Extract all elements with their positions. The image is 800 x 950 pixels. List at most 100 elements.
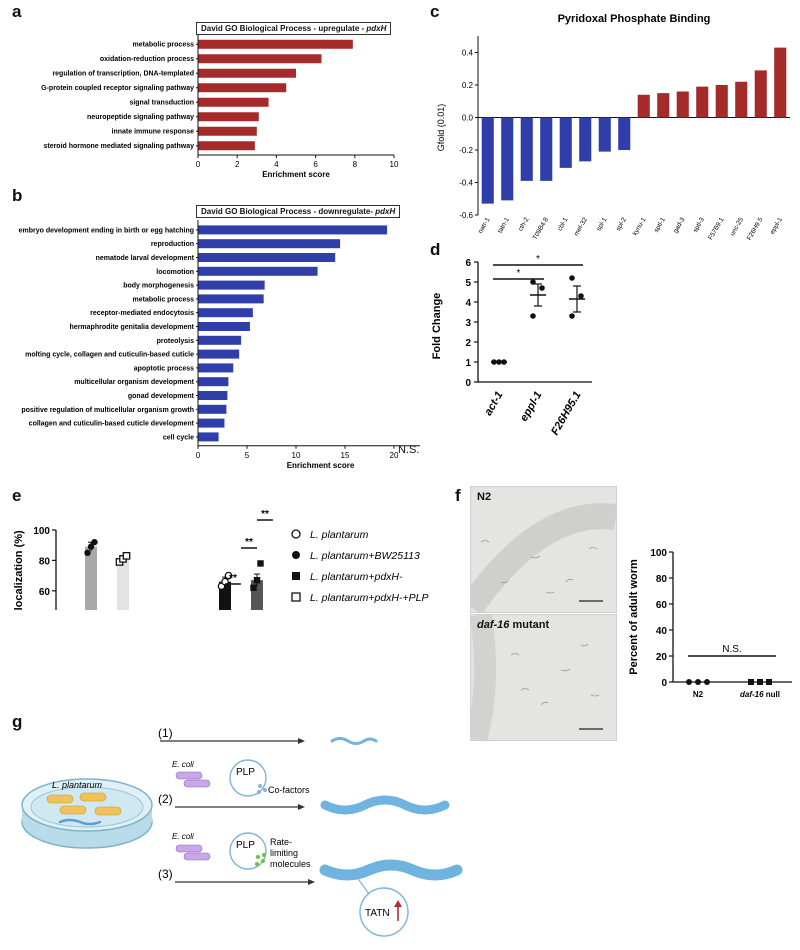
chart-b-category-label: molting cycle, collagen and cuticulin-ba… (25, 352, 194, 359)
chart-a-bar (198, 112, 259, 122)
chart-b-category-label: positive regulation of multicellular org… (21, 407, 194, 414)
chart-c-bar (774, 47, 787, 118)
chart-b-category-label: multicellular organism development (74, 379, 194, 386)
chart-b-category-label: nematode larval development (96, 255, 195, 262)
chart-b-bar (198, 253, 336, 262)
chart-c-bar (657, 93, 670, 118)
chart-b-x-tick-label: 0 (196, 451, 201, 460)
tatn-label: TATN (365, 908, 390, 919)
cofactor-dots (257, 784, 267, 794)
rate-limiting-dots (255, 853, 266, 866)
chart-d-y-tick-label: 2 (465, 338, 471, 349)
chart-e-point (91, 538, 98, 546)
chart-c-bar (481, 117, 494, 204)
chart-b-x-axis-label: Enrichment score (287, 461, 355, 470)
panel-letter-e: e (12, 486, 22, 505)
chart-c-bar (598, 117, 611, 152)
chart-b-category-label: reproduction (151, 241, 194, 248)
chart-a-category-label: metabolic process (133, 42, 195, 49)
chart-a-category-label: oxidation-reduction process (100, 56, 194, 63)
ecoli-label-1: E. coli (172, 760, 194, 769)
chart-f-point (695, 679, 701, 685)
dish-worm (58, 818, 102, 826)
chart-c-y-tick-label: -0.2 (459, 146, 473, 155)
step-1-label: (1) (158, 726, 173, 740)
chart-e-significance-label: ** (229, 573, 237, 584)
chart-d-point (501, 359, 507, 365)
chart-b-category-label: apoptotic process (134, 365, 194, 372)
chart-e-y-tick-label: 80 (39, 556, 51, 567)
chart-f-y-tick-label: 40 (656, 626, 668, 637)
chart-a-category-label: signal transduction (129, 100, 194, 107)
chart-b-bar (198, 280, 265, 290)
chart-e-bar (117, 558, 129, 610)
chart-b-x-tick-label: 20 (390, 451, 399, 460)
chart-c-bar (501, 117, 514, 201)
diagram-g-svg: L. plantarum (1) E. coli PLP Co-factors … (21, 726, 463, 937)
chart-c-bar (540, 117, 553, 181)
chart-a-x-tick-label: 10 (390, 160, 399, 169)
chart-a-svg: metabolic process oxidation-reduction pro… (41, 34, 399, 179)
chart-f-svg: 0 20 40 60 80 100 Percent of adult worm N2 daf-1… (628, 548, 792, 699)
step-3-arrowhead (308, 879, 315, 885)
panel-letter-g: g (12, 712, 23, 731)
panel-letter-d: d (430, 240, 441, 259)
micrograph-daf16-texture (471, 615, 603, 740)
petri-dish (21, 778, 153, 849)
chart-f-point (766, 679, 772, 685)
chart-f-x-tick-label: daf-16 null (740, 690, 780, 699)
chart-a-bar (198, 68, 296, 78)
ns-label-b: N.S. (398, 444, 420, 456)
chart-e-legend-label: L. plantarum (310, 529, 369, 541)
chart-b-bar (198, 377, 229, 387)
chart-d-y-tick-label: 0 (465, 378, 471, 389)
chart-c-svg: Pyridoxal Phosphate Binding -0.6 -0.4 -0.2 0… (436, 13, 790, 240)
chart-f-x-tick-label: N2 (693, 690, 704, 699)
chart-f-y-tick-label: 80 (656, 574, 668, 585)
chart-d-point (530, 279, 536, 285)
chart-b-category-label: proteolysis (157, 338, 194, 345)
chart-b-category-label: receptor-mediated endocytosis (90, 310, 194, 317)
chart-c-y-tick-label: -0.6 (459, 211, 473, 220)
chart-b-bar (198, 308, 253, 318)
chart-c-bar (520, 117, 533, 181)
chart-a-title: David GO Biological Process - upregulate… (196, 22, 392, 35)
ecoli-label-2: E. coli (172, 832, 194, 841)
ecoli-cells-1 (175, 771, 211, 788)
chart-e-legend-label: L. plantarum+pdxH-+PLP (310, 592, 428, 604)
bacteria-colonies (46, 792, 122, 816)
chart-c-bar (676, 91, 689, 118)
cofactors-label: Co-factors (268, 785, 310, 795)
chart-a-category-label: G-protein coupled receptor signaling pat… (41, 85, 194, 92)
chart-b-category-label: metabolic process (133, 296, 195, 303)
micrograph-n2-label: N2 (477, 491, 492, 503)
chart-c-bar (735, 81, 748, 118)
chart-b-category-label: body morphogenesis (123, 283, 194, 290)
chart-e-point (250, 584, 257, 591)
chart-f-y-axis-label: Percent of adult worm (628, 559, 640, 675)
chart-c-title: Pyridoxal Phosphate Binding (558, 13, 711, 25)
ecoli-cells-2 (175, 844, 211, 861)
chart-e-y-tick-label: 60 (39, 587, 51, 598)
chart-f-y-tick-label: 20 (656, 652, 668, 663)
chart-b-bar (198, 239, 341, 249)
chart-d-point (569, 313, 575, 319)
chart-c-y-tick-label: 0.0 (462, 114, 474, 123)
panel-letter-c: c (430, 2, 440, 21)
chart-b-svg: embryo development ending in birth or eg… (19, 220, 420, 470)
chart-b-x-tick-label: 15 (341, 451, 350, 460)
chart-b-bar (198, 363, 234, 373)
chart-a-x-tick-label: 0 (196, 160, 201, 169)
up-arrowhead (394, 900, 402, 907)
chart-e-point (257, 560, 264, 567)
chart-c-y-tick-label: 0.2 (462, 81, 474, 90)
chart-d-significance-label: * (536, 254, 540, 265)
chart-f-point (757, 679, 763, 685)
chart-e-point (253, 576, 261, 584)
rate-limiting-label-1: Rate- (270, 837, 292, 847)
chart-d-y-tick-label: 1 (465, 358, 471, 369)
chart-b-x-tick-label: 10 (292, 451, 301, 460)
chart-d-y-tick-label: 5 (465, 278, 471, 289)
chart-e-bar (85, 546, 97, 610)
